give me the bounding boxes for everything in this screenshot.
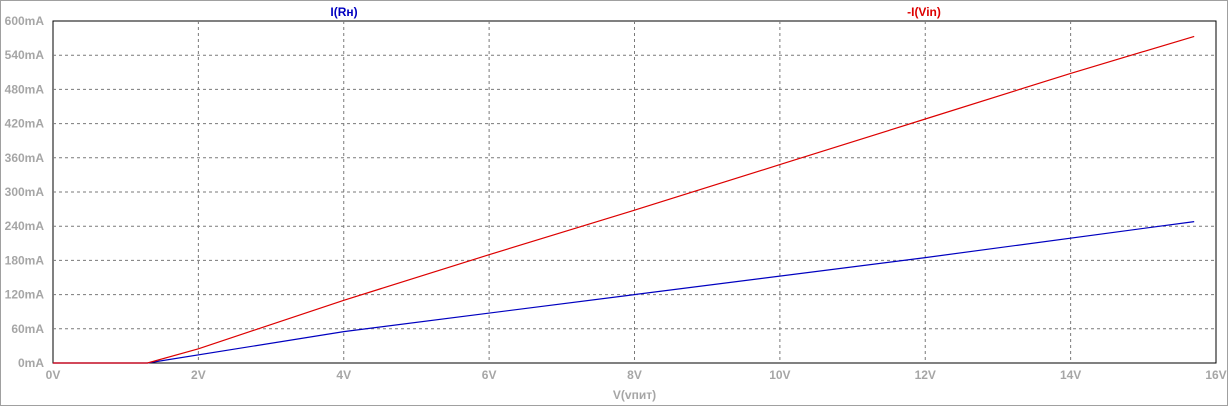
x-tick-label: 12V bbox=[915, 368, 936, 382]
x-tick-label: 6V bbox=[482, 368, 497, 382]
y-tick-labels: 0mA 60mA 120mA 180mA 240mA 300mA 360mA 420mA 480… bbox=[5, 14, 45, 370]
y-tick-label: 240mA bbox=[5, 219, 45, 233]
x-tick-label: 0V bbox=[46, 368, 61, 382]
y-tick-label: 120mA bbox=[5, 288, 45, 302]
series-line-0 bbox=[53, 221, 1195, 364]
series-line-1 bbox=[53, 35, 1195, 364]
y-tick-label: 480mA bbox=[5, 82, 45, 96]
x-tick-label: 10V bbox=[769, 368, 790, 382]
y-tick-label: 540mA bbox=[5, 48, 45, 62]
y-tick-label: 360mA bbox=[5, 151, 45, 165]
y-tick-label: 180mA bbox=[5, 253, 45, 267]
grid bbox=[53, 21, 1216, 363]
x-tick-label: 2V bbox=[191, 368, 206, 382]
legend-entry-1: -I(Vin) bbox=[907, 5, 941, 19]
legend: I(Rн) -I(Vin) bbox=[330, 5, 941, 19]
x-tick-label: 4V bbox=[336, 368, 351, 382]
series-lines bbox=[53, 35, 1195, 364]
y-tick-label: 420mA bbox=[5, 117, 45, 131]
x-tick-label: 16V bbox=[1205, 368, 1226, 382]
y-tick-label: 0mA bbox=[18, 356, 44, 370]
x-tick-label: 8V bbox=[627, 368, 642, 382]
y-tick-label: 300mA bbox=[5, 185, 45, 199]
x-axis-label: V(vпит) bbox=[613, 388, 656, 402]
y-tick-label: 60mA bbox=[11, 322, 44, 336]
x-tick-label: 14V bbox=[1060, 368, 1081, 382]
y-tick-label: 600mA bbox=[5, 14, 45, 28]
x-tick-labels: 0V 2V 4V 6V 8V 10V 12V 14V 16V bbox=[46, 368, 1227, 382]
legend-entry-0: I(Rн) bbox=[330, 5, 357, 19]
